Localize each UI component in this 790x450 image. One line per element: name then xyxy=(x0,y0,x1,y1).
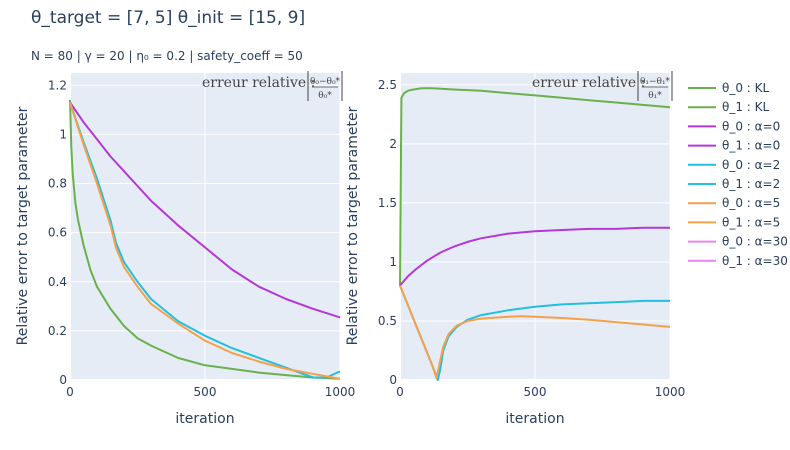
series-line xyxy=(69,99,341,380)
fraction-numerator-theta1: θ₁−θ₁* xyxy=(640,77,671,87)
fraction-numerator-theta0: θ₀−θ₀* xyxy=(310,77,341,87)
ytick-label-theta1: 2.5 xyxy=(378,78,397,92)
legend-entry: θ_0 : α=2 xyxy=(722,158,780,172)
legend-entry: θ_0 : KL xyxy=(722,81,770,95)
annotation-label-theta0: erreur relative : xyxy=(202,75,315,91)
legend-entry: θ_1 : α=5 xyxy=(722,215,780,229)
ytick-label-theta0: 0.6 xyxy=(48,226,67,240)
xlabel-left: iteration xyxy=(175,411,234,427)
ytick-label-theta1: 0 xyxy=(389,373,397,387)
chart-title: θ_target = [7, 5] θ_init = [15, 9] xyxy=(31,8,305,28)
xtick-label-theta1: 1000 xyxy=(655,385,686,399)
ytick-label-theta1: 2 xyxy=(389,137,397,151)
ytick-label-theta0: 1 xyxy=(59,127,67,141)
series-line xyxy=(399,285,671,379)
ylabel-right: Relative error to target parameter xyxy=(345,106,361,345)
annotation-label-theta1: erreur relative : xyxy=(532,75,645,91)
panel-theta0: 0 0.2 0.4 0.6 0.8 1 1.2 0 500 1000 erreur relative… xyxy=(48,71,355,399)
xtick-label-theta0: 1000 xyxy=(325,385,356,399)
ytick-label-theta0: 0.8 xyxy=(48,177,67,191)
chart-subtitle: N = 80 | γ = 20 | η₀ = 0.2 | safety_coef… xyxy=(31,49,303,63)
panel-theta1: 0 0.5 1 1.5 2 2.5 0 500 1000 erreur relative :θ₁−… xyxy=(378,71,685,399)
legend-entry: θ_1 : α=2 xyxy=(722,177,780,191)
legend-entry: θ_0 : α=0 xyxy=(722,119,780,133)
legend-entry: θ_1 : α=0 xyxy=(722,139,780,153)
legend-entry: θ_1 : KL xyxy=(722,100,770,114)
ytick-label-theta1: 1 xyxy=(389,255,397,269)
ytick-label-theta0: 0.4 xyxy=(48,275,67,289)
series-line xyxy=(69,102,341,380)
series-line xyxy=(69,102,341,379)
ytick-label-theta0: 1.2 xyxy=(48,78,67,92)
legend-entry: θ_1 : α=30 xyxy=(722,254,788,268)
legend-entry: θ_0 : α=30 xyxy=(722,235,788,249)
fraction-denominator-theta0: θ₀* xyxy=(318,91,332,101)
ytick-label-theta1: 0.5 xyxy=(378,314,397,328)
xtick-label-theta0: 0 xyxy=(66,385,74,399)
ylabel-left: Relative error to target parameter xyxy=(15,106,31,345)
ytick-label-theta0: 0.2 xyxy=(48,324,67,338)
series-line xyxy=(399,87,671,286)
xtick-label-theta1: 0 xyxy=(396,385,404,399)
ytick-label-theta0: 0 xyxy=(59,373,67,387)
series-line xyxy=(69,101,341,319)
legend: θ_0 : KL θ_1 : KL θ_0 : α=0 θ_1 : α=0 θ_0 : … xyxy=(688,81,788,268)
xlabel-right: iteration xyxy=(505,411,564,427)
legend-entry: θ_0 : α=5 xyxy=(722,196,780,210)
xtick-label-theta1: 500 xyxy=(524,385,547,399)
ytick-label-theta1: 1.5 xyxy=(378,196,397,210)
xtick-label-theta0: 500 xyxy=(194,385,217,399)
series-line xyxy=(399,226,670,287)
fraction-denominator-theta1: θ₁* xyxy=(648,91,662,101)
